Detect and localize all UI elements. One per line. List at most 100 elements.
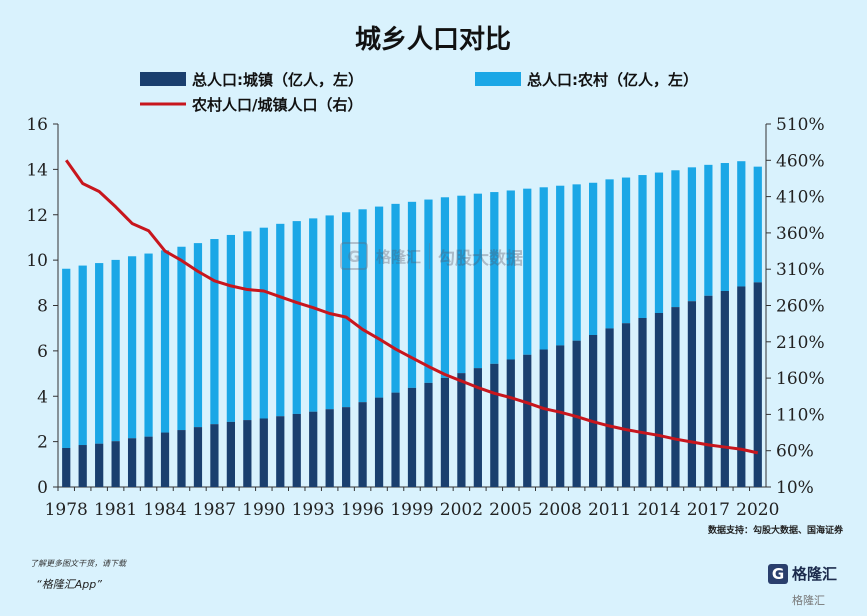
right-axis-tick-label: 410%: [776, 188, 825, 208]
bar-rural: [78, 265, 87, 446]
bar-rural: [473, 193, 482, 369]
bar-urban: [342, 407, 351, 487]
bar-rural: [111, 259, 120, 442]
bar-urban: [539, 349, 548, 487]
bar-rural: [556, 185, 565, 346]
bar-rural: [342, 212, 351, 408]
right-axis-tick-label: 510%: [776, 115, 825, 135]
bar-rural: [523, 188, 532, 355]
bar-urban: [111, 441, 120, 487]
x-axis-tick-label: 2008: [539, 500, 582, 520]
right-axis-tick-label: 310%: [776, 260, 825, 280]
brand-logo: G 格隆汇: [768, 563, 837, 584]
bar-urban: [144, 436, 153, 487]
bar-urban: [671, 307, 680, 487]
bar-urban: [309, 411, 318, 487]
bar-urban: [78, 445, 87, 487]
x-axis-tick-label: 2017: [687, 500, 730, 520]
left-axis-tick-label: 0: [37, 478, 48, 498]
right-axis-tick-label: 360%: [776, 224, 825, 244]
bar-rural: [292, 221, 301, 414]
right-axis-tick-label: 110%: [776, 405, 825, 425]
x-axis-tick-label: 1984: [143, 500, 186, 520]
ratio-line: [65, 159, 759, 455]
bar-rural: [424, 199, 433, 383]
bar-urban: [226, 421, 235, 487]
right-axis-tick-label: 160%: [776, 369, 825, 389]
bar-urban: [687, 301, 697, 487]
left-axis-tick-label: 10: [26, 251, 48, 271]
x-axis-tick-label: 2005: [489, 500, 532, 520]
bar-urban: [259, 418, 268, 487]
chart-title: 城乡人口对比: [355, 25, 511, 55]
brand-watermark-bottom: 格隆汇: [792, 594, 825, 607]
x-axis-tick-label: 1978: [45, 500, 88, 520]
x-axis-tick-label: 1996: [341, 500, 384, 520]
bar-urban: [95, 443, 104, 487]
x-axis-tick-label: 1993: [292, 500, 335, 520]
x-axis-tick-label: 1987: [193, 500, 236, 520]
bar-urban: [193, 427, 203, 487]
bar-urban: [424, 382, 433, 487]
bar-rural: [62, 268, 71, 448]
watermark: G 格隆汇 勾股大数据: [340, 242, 523, 270]
bar-urban: [506, 359, 515, 487]
left-axis-tick-label: 12: [26, 206, 48, 226]
bar-urban: [457, 373, 466, 487]
bar-rural: [638, 175, 647, 318]
right-axis-tick-label: 260%: [776, 297, 825, 317]
bar-rural: [704, 164, 713, 296]
left-axis-tick-label: 2: [37, 433, 48, 453]
bar-rural: [621, 177, 631, 324]
x-axis-tick-label: 2002: [440, 500, 483, 520]
bar-urban: [374, 397, 384, 487]
bar-urban: [276, 416, 285, 487]
bar-rural: [276, 223, 285, 417]
bar-urban: [523, 354, 532, 487]
brand-logo-icon: G: [768, 563, 788, 584]
bar-rural: [687, 167, 697, 302]
bar-rural: [127, 256, 137, 439]
bar-urban: [440, 377, 450, 487]
legend-label-urban: 总人口:城镇（亿人，左）: [192, 71, 363, 89]
left-axis-tick-label: 6: [37, 342, 48, 362]
brand-name: 格隆汇: [792, 565, 838, 583]
watermark-logo-icon: G: [340, 242, 368, 270]
bar-rural: [210, 239, 219, 425]
right-axis-tick-label: 60%: [776, 442, 814, 462]
bar-rural: [407, 201, 417, 388]
footer-app-name: “格隆汇App”: [36, 578, 102, 591]
bar-rural: [226, 234, 235, 422]
bar-rural: [506, 190, 515, 360]
left-axis-tick-label: 4: [37, 387, 48, 407]
watermark-source: 勾股大数据: [438, 248, 524, 269]
bar-urban: [720, 290, 729, 487]
right-axis-tick-label: 210%: [776, 333, 825, 353]
bar-rural: [374, 206, 384, 398]
bar-rural: [95, 263, 104, 444]
bar-rural: [193, 243, 203, 428]
legend-label-ratio: 农村人口/城镇人口（右）: [191, 96, 362, 114]
bar-rural: [539, 187, 548, 350]
x-axis-tick-label: 2014: [637, 500, 680, 520]
bar-urban: [753, 282, 762, 487]
source-note: 数据支持：勾股大数据、国海证券: [707, 526, 843, 536]
bar-rural: [144, 253, 153, 437]
footer-note: 了解更多图文干货，请下载: [30, 559, 126, 568]
bar-urban: [127, 438, 137, 487]
bar-urban: [556, 345, 565, 487]
bar-rural: [605, 179, 614, 329]
x-axis-tick-label: 2011: [588, 500, 631, 520]
x-axis-tick-label: 2020: [736, 500, 779, 520]
bar-urban: [621, 323, 631, 487]
bar-urban: [589, 334, 598, 487]
bar-rural: [671, 170, 680, 308]
bar-rural: [457, 195, 466, 374]
bar-rural: [753, 166, 762, 283]
left-axis-tick-label: 14: [26, 160, 48, 180]
bar-urban: [292, 413, 301, 487]
bar-urban: [177, 430, 186, 487]
bar-urban: [490, 363, 499, 487]
legend-swatch-rural: [475, 72, 521, 86]
